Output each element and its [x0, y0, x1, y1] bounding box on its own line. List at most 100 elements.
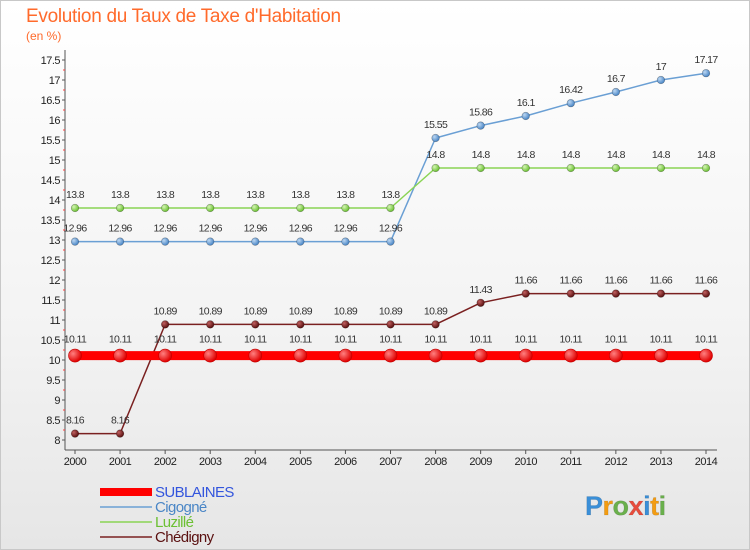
data-label: 11.66	[605, 275, 628, 287]
y-tick-label: 17	[49, 75, 61, 87]
data-point	[521, 289, 530, 298]
chart-unit: (en %)	[26, 29, 62, 43]
y-tick-label: 12	[49, 275, 61, 287]
data-point	[115, 203, 125, 213]
x-tick-label: 2000	[64, 456, 87, 468]
data-point	[158, 348, 172, 363]
x-tick-label: 2003	[199, 456, 222, 468]
data-point	[701, 69, 711, 78]
data-label: 15.86	[469, 107, 493, 119]
axes: 8 8.5 9 9.5 10 10.5 11 11.5 12 12.5 13 13.5 14 14.5 15…	[41, 50, 718, 468]
x-tick-label: 2009	[469, 456, 492, 468]
data-point	[566, 99, 575, 108]
data-label: 15.55	[424, 119, 448, 131]
data-point	[115, 429, 125, 438]
x-tick-label: 2002	[154, 456, 177, 468]
data-point	[521, 111, 530, 121]
data-label: 14.8	[472, 149, 491, 161]
data-label: 12.96	[334, 223, 358, 235]
data-label: 17.17	[694, 54, 718, 66]
data-label: 16.1	[517, 97, 536, 109]
data-point	[161, 320, 170, 329]
data-point	[431, 133, 440, 143]
data-point	[296, 203, 305, 213]
x-tick-label: 2007	[379, 456, 402, 468]
y-tick-label: 12.5	[41, 255, 61, 267]
data-point	[248, 348, 263, 363]
data-label: 13.8	[381, 189, 400, 201]
data-label: 11.66	[514, 275, 537, 287]
series-luzillé: 13.8 13.8 13.8 13.8 13.8 13.8 13.8 13.8 14.8 14.8…	[66, 149, 716, 213]
data-point	[386, 320, 395, 329]
data-label: 10.89	[154, 305, 178, 317]
data-label: 10.11	[424, 334, 447, 346]
data-label: 13.8	[66, 189, 85, 201]
data-label: 16.42	[559, 84, 583, 96]
data-point	[431, 320, 440, 329]
data-label: 13.8	[336, 189, 355, 201]
data-label: 12.96	[379, 223, 403, 235]
x-tick-label: 2012	[605, 456, 628, 468]
series-layer: 12.96 12.96 12.96 12.96 12.96 12.96 12.96 12.96…	[63, 54, 719, 438]
data-label: 13.8	[156, 189, 175, 201]
data-label: 13.8	[246, 189, 265, 201]
data-point	[476, 298, 485, 307]
data-label: 12.96	[244, 223, 268, 235]
data-label: 13.8	[111, 189, 130, 201]
data-label: 12.96	[289, 223, 313, 235]
data-label: 10.11	[650, 334, 673, 346]
data-label: 10.11	[64, 334, 87, 346]
data-point	[431, 163, 440, 173]
data-point	[113, 348, 127, 363]
y-tick-label: 10	[49, 355, 61, 367]
data-point	[521, 163, 530, 173]
data-label: 10.11	[695, 334, 718, 346]
x-tick-label: 2014	[695, 456, 718, 468]
legend-label: SUBLAINES	[155, 484, 234, 501]
x-tick-label: 2005	[289, 456, 312, 468]
data-point	[251, 203, 260, 213]
data-point	[566, 289, 575, 298]
y-tick-label: 14	[49, 195, 61, 207]
data-point	[161, 237, 170, 246]
legend-label: Chédigny	[155, 529, 215, 546]
data-label: 8.16	[66, 415, 85, 427]
legend-item: SUBLAINES	[100, 484, 235, 501]
x-tick-label: 2010	[514, 456, 537, 468]
x-tick-label: 2004	[244, 456, 267, 468]
y-tick-label: 16.5	[41, 95, 61, 107]
y-tick-label: 14.5	[41, 175, 61, 187]
data-point	[70, 237, 80, 246]
y-tick-label: 13.5	[41, 215, 61, 227]
data-point	[161, 203, 170, 213]
data-point	[476, 121, 485, 130]
data-point	[476, 163, 485, 173]
x-tick-label: 2008	[424, 456, 447, 468]
data-label: 11.43	[469, 284, 492, 296]
data-point	[338, 348, 353, 363]
y-tick-label: 17.5	[41, 55, 61, 67]
data-label: 11.66	[560, 275, 583, 287]
data-point	[293, 348, 308, 363]
y-tick-label: 11	[50, 315, 61, 327]
data-label: 10.11	[379, 334, 402, 346]
data-point	[656, 289, 666, 298]
data-point	[656, 163, 666, 173]
data-label: 10.11	[334, 334, 357, 346]
data-point	[609, 348, 623, 363]
data-label: 12.96	[154, 223, 178, 235]
data-point	[518, 348, 533, 363]
data-point	[473, 348, 488, 363]
x-tick-label: 2013	[650, 456, 673, 468]
data-point	[341, 237, 350, 246]
data-label: 12.96	[108, 223, 132, 235]
data-point	[206, 320, 215, 329]
data-label: 14.8	[427, 149, 446, 161]
series-sublaines: 10.11 10.11 10.11 10.11 10.11 10.11 10.11 10.11…	[64, 334, 719, 363]
data-point	[611, 163, 620, 173]
series-line	[75, 167, 706, 209]
data-point	[251, 320, 260, 329]
data-point	[701, 163, 711, 173]
data-label: 10.89	[199, 305, 223, 317]
